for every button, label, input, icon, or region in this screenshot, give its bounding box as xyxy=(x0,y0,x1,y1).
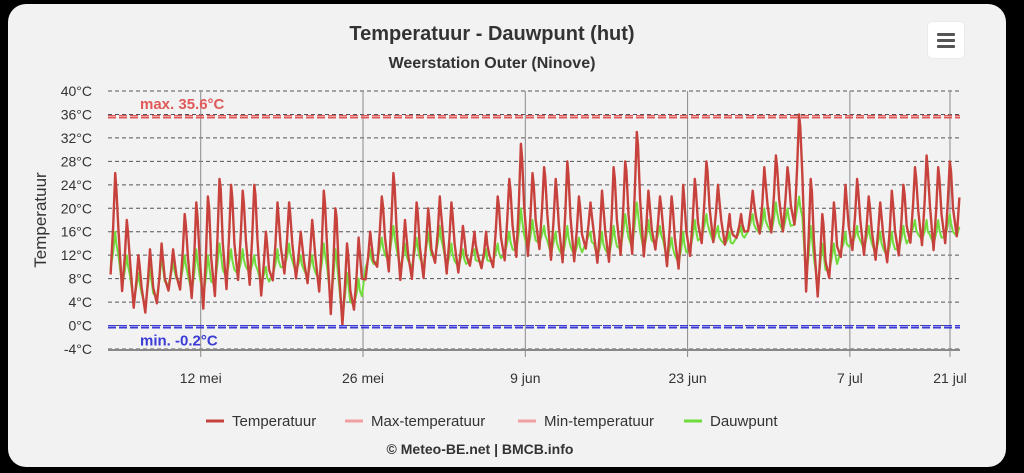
y-tick-label: 28°C xyxy=(61,153,92,169)
x-tick-label: 23 jun xyxy=(669,370,707,386)
y-tick-label: 12°C xyxy=(61,247,92,263)
hamburger-icon-bar xyxy=(937,33,955,36)
y-tick-label: 8°C xyxy=(69,271,93,287)
y-tick-label: 0°C xyxy=(69,318,93,334)
hamburger-icon-bar xyxy=(937,45,955,48)
y-axis-label: Temperatuur xyxy=(31,172,50,268)
y-tick-label: 32°C xyxy=(61,130,92,146)
min-temperature-label: min. -0.2°C xyxy=(140,333,218,350)
x-tick-label: 21 jul xyxy=(933,370,966,386)
chart-credit: © Meteo-BE.net | BMCB.info xyxy=(387,441,574,457)
x-tick-label: 9 jun xyxy=(510,370,540,386)
chart-menu-button[interactable] xyxy=(928,22,964,58)
series-layer xyxy=(109,113,961,326)
chart-title: Temperatuur - Dauwpunt (hut) xyxy=(349,23,634,45)
legend: Temperatuur Max-temperatuur Min-temperatuu… xyxy=(206,413,778,430)
y-tick-label: -4°C xyxy=(64,341,92,357)
max-temperature-label: max. 35.6°C xyxy=(140,96,225,113)
legend-item-label: Min-temperatuur xyxy=(544,413,654,430)
x-tick-label: 26 mei xyxy=(342,370,384,386)
y-tick-label: 40°C xyxy=(61,83,92,99)
y-axis-ticks: 40°C 36°C 32°C 28°C 24°C 20°C 16°C 12°C 8°C 4°C 0°… xyxy=(61,83,92,357)
x-tick-label: 12 mei xyxy=(180,370,222,386)
x-tick-label: 7 jul xyxy=(837,370,863,386)
chart-subtitle: Weerstation Outer (Ninove) xyxy=(389,55,596,72)
x-axis-ticks: 12 mei 26 mei 9 jun 23 jun 7 jul 21 jul xyxy=(180,370,967,386)
y-tick-label: 24°C xyxy=(61,177,92,193)
y-tick-label: 20°C xyxy=(61,200,92,216)
y-tick-label: 4°C xyxy=(69,294,93,310)
legend-item-label: Max-temperatuur xyxy=(371,413,485,430)
y-tick-label: 16°C xyxy=(61,224,92,240)
hamburger-icon-bar xyxy=(937,39,955,42)
legend-item-label: Temperatuur xyxy=(232,413,316,430)
y-tick-label: 36°C xyxy=(61,106,92,122)
plot-lines: max. 35.6°C min. -0.2°C xyxy=(108,96,960,350)
legend-item-label: Dauwpunt xyxy=(710,413,778,430)
series-line-temperatuur xyxy=(109,113,961,326)
